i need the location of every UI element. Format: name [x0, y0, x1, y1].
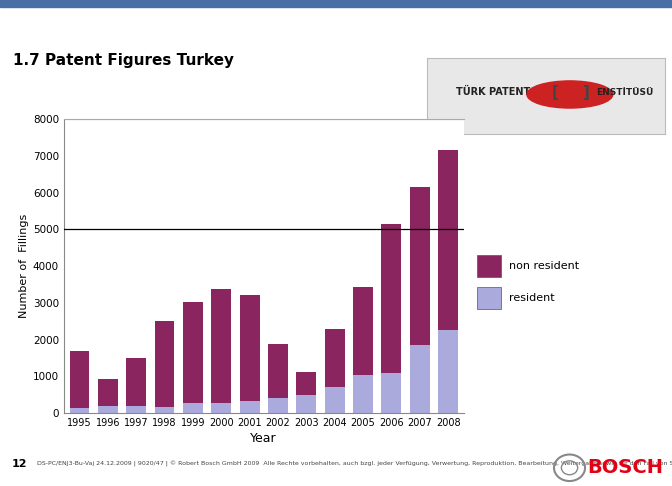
Bar	[240, 400, 259, 413]
Bar	[126, 358, 146, 406]
Text: Patent in General: Patent in General	[20, 21, 171, 35]
Bar	[98, 379, 118, 406]
Bar	[325, 387, 345, 413]
Bar	[296, 372, 317, 396]
Text: [: [	[552, 85, 559, 100]
Bar	[155, 407, 175, 413]
Bar	[382, 373, 401, 413]
Text: 12: 12	[12, 459, 28, 469]
Bar	[296, 396, 317, 413]
Bar	[477, 255, 501, 277]
Bar	[69, 408, 89, 413]
Text: TÜRK PATENT: TÜRK PATENT	[456, 87, 531, 97]
Bar	[155, 321, 175, 407]
Bar	[69, 351, 89, 408]
Bar	[126, 406, 146, 413]
Bar	[98, 406, 118, 413]
Y-axis label: Number of  Fillings: Number of Fillings	[19, 214, 29, 318]
X-axis label: Year: Year	[251, 432, 277, 445]
Text: 1.7 Patent Figures Turkey: 1.7 Patent Figures Turkey	[13, 53, 235, 69]
Bar	[410, 187, 429, 345]
Text: BOSCH: BOSCH	[587, 458, 663, 477]
Bar	[268, 398, 288, 413]
Bar	[382, 224, 401, 373]
Bar	[438, 150, 458, 330]
Bar	[183, 403, 203, 413]
Bar	[211, 289, 231, 403]
Text: resident: resident	[509, 293, 555, 303]
Bar	[325, 329, 345, 387]
Bar	[410, 345, 429, 413]
Bar	[353, 287, 373, 375]
Text: ENSTİTÜSÜ: ENSTİTÜSÜ	[596, 87, 653, 97]
Text: ]: ]	[583, 85, 590, 100]
Bar	[0, 0, 672, 7]
Circle shape	[527, 81, 613, 108]
Bar	[183, 302, 203, 403]
Text: DS-PC/ENJ3-Bu-Vaj 24.12.2009 | 9020/47 | © Robert Bosch GmbH 2009  Alle Rechte v: DS-PC/ENJ3-Bu-Vaj 24.12.2009 | 9020/47 |…	[37, 461, 672, 467]
Bar	[438, 330, 458, 413]
Bar	[353, 375, 373, 413]
Bar	[211, 403, 231, 413]
Bar	[240, 295, 259, 400]
Bar	[268, 345, 288, 398]
Text: non resident: non resident	[509, 261, 579, 271]
Bar	[477, 287, 501, 309]
